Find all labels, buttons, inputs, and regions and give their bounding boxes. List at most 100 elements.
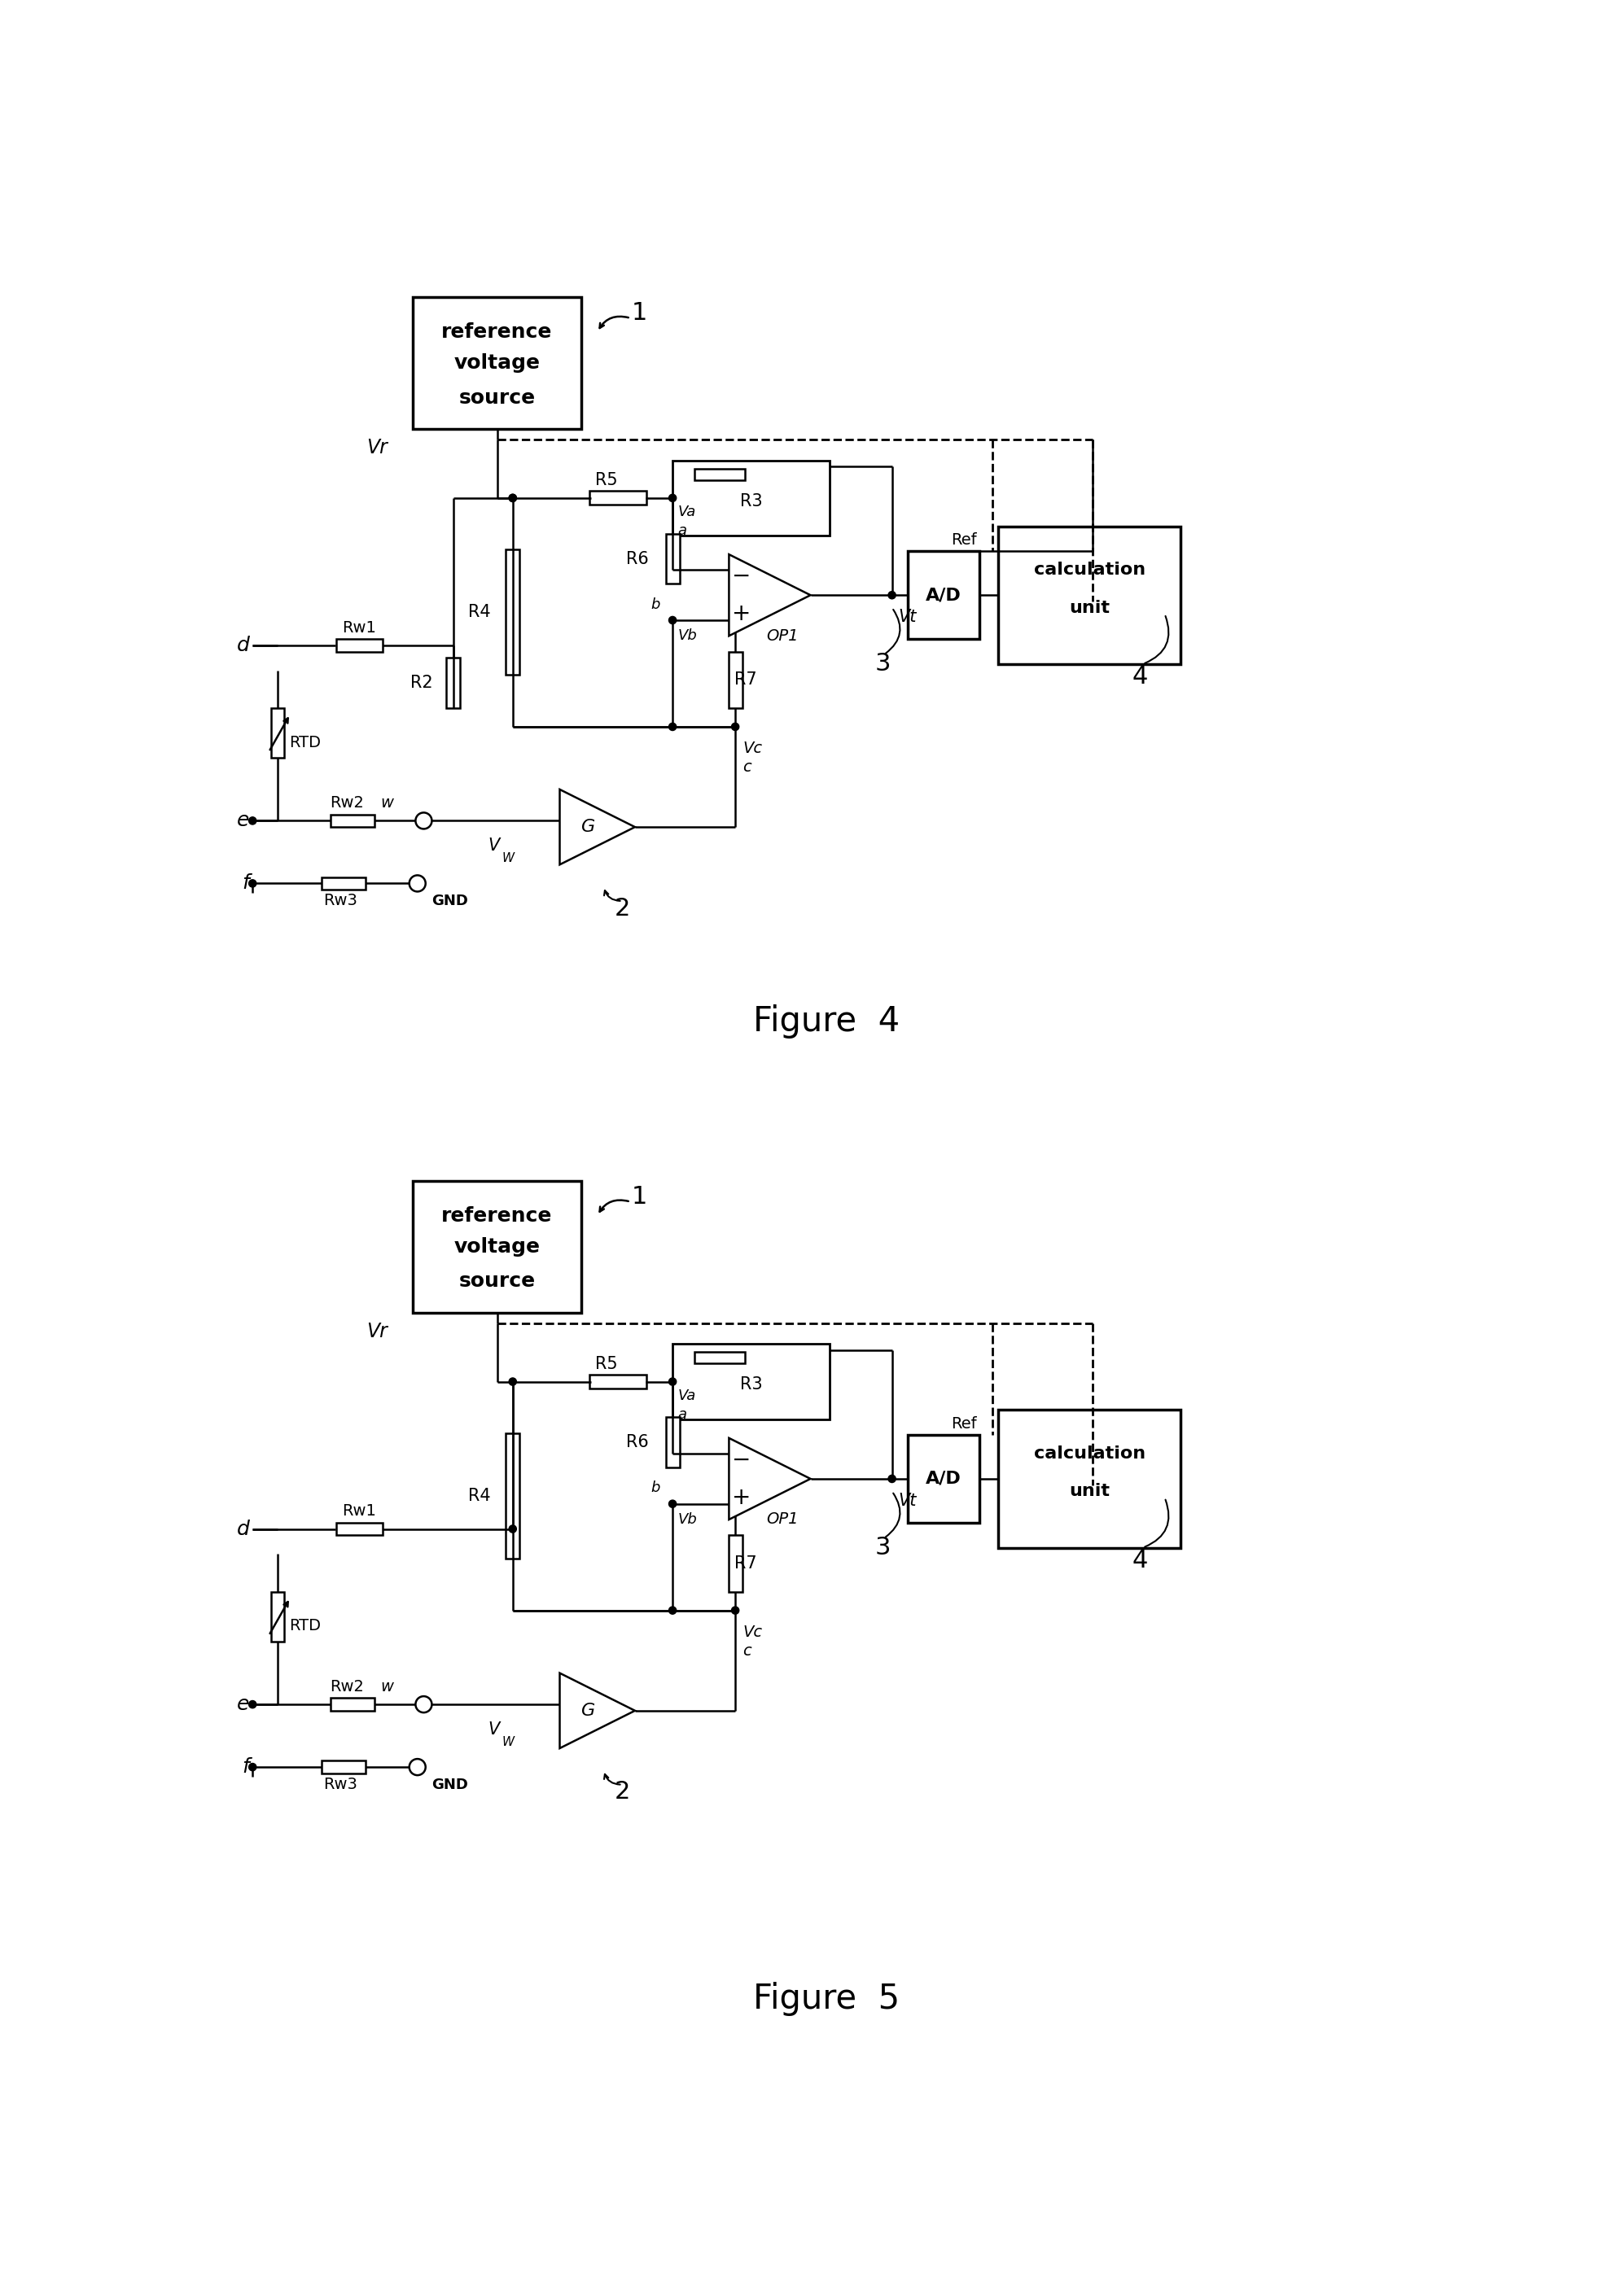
- Bar: [908, 1435, 980, 1522]
- Text: R6: R6: [625, 1435, 648, 1451]
- Text: f: f: [242, 1756, 250, 1777]
- Text: Vr: Vr: [366, 439, 387, 457]
- Text: c: c: [743, 760, 751, 776]
- Bar: [321, 877, 366, 889]
- Circle shape: [888, 1474, 896, 1483]
- Text: A/D: A/D: [925, 588, 961, 604]
- Text: c: c: [743, 1644, 751, 1658]
- Text: R4: R4: [467, 1488, 490, 1504]
- Text: 4: 4: [1132, 1548, 1148, 1573]
- Text: RTD: RTD: [289, 735, 321, 751]
- Text: voltage: voltage: [455, 1238, 540, 1256]
- Text: 3: 3: [875, 652, 890, 675]
- Text: R7: R7: [733, 1554, 756, 1570]
- Text: R3: R3: [740, 1378, 762, 1394]
- Text: Rw2: Rw2: [329, 794, 364, 810]
- Text: 2: 2: [614, 1779, 630, 1805]
- Text: Vb: Vb: [677, 1513, 696, 1527]
- Text: w: w: [380, 1678, 393, 1694]
- Polygon shape: [559, 790, 635, 866]
- Bar: [413, 298, 582, 429]
- Bar: [271, 1591, 284, 1642]
- Text: source: source: [459, 1272, 535, 1290]
- Circle shape: [669, 1607, 677, 1614]
- Text: 2: 2: [614, 898, 630, 921]
- Text: Vt: Vt: [898, 1492, 917, 1508]
- Text: unit: unit: [1069, 599, 1109, 615]
- Text: +: +: [732, 602, 751, 625]
- Text: +: +: [732, 1486, 751, 1508]
- Bar: [447, 659, 459, 707]
- Text: Vc: Vc: [743, 1626, 762, 1639]
- Text: Vb: Vb: [677, 629, 696, 643]
- Text: f: f: [242, 875, 250, 893]
- Bar: [729, 1536, 742, 1591]
- Circle shape: [248, 817, 256, 824]
- Circle shape: [509, 494, 516, 503]
- Text: Vc: Vc: [743, 742, 762, 755]
- Circle shape: [248, 879, 256, 886]
- Bar: [695, 468, 745, 480]
- Text: −: −: [732, 1449, 751, 1472]
- Text: Ref: Ref: [951, 1417, 977, 1430]
- Text: Va: Va: [677, 505, 696, 519]
- Bar: [666, 533, 680, 583]
- Text: d: d: [237, 1520, 250, 1538]
- Text: Rw3: Rw3: [324, 1777, 358, 1793]
- Text: GND: GND: [432, 893, 467, 909]
- Bar: [590, 491, 646, 505]
- Text: RTD: RTD: [289, 1619, 321, 1635]
- Text: V: V: [487, 838, 500, 854]
- Bar: [330, 815, 374, 827]
- Text: Rw3: Rw3: [324, 893, 358, 909]
- Text: V: V: [487, 1722, 500, 1738]
- Text: R3: R3: [740, 494, 762, 510]
- Text: OP1: OP1: [766, 1511, 798, 1527]
- Text: A/D: A/D: [925, 1472, 961, 1488]
- Circle shape: [669, 1378, 677, 1384]
- Bar: [321, 1761, 366, 1773]
- Text: 1: 1: [632, 1185, 648, 1208]
- Polygon shape: [729, 1437, 811, 1520]
- Text: Vt: Vt: [898, 608, 917, 625]
- Bar: [998, 1410, 1180, 1548]
- Bar: [271, 707, 284, 758]
- Text: R7: R7: [733, 673, 756, 689]
- Bar: [506, 1433, 519, 1559]
- Bar: [590, 1375, 646, 1389]
- Circle shape: [509, 1378, 516, 1384]
- Text: Figure  5: Figure 5: [753, 1981, 899, 2016]
- Bar: [695, 1352, 745, 1364]
- Text: R2: R2: [411, 675, 434, 691]
- Text: 3: 3: [875, 1536, 890, 1559]
- Text: 1: 1: [632, 301, 648, 326]
- Text: Va: Va: [677, 1389, 696, 1403]
- Bar: [729, 652, 742, 707]
- Text: a: a: [677, 1407, 687, 1421]
- Polygon shape: [559, 1674, 635, 1747]
- Text: G: G: [580, 820, 595, 836]
- Text: R5: R5: [595, 473, 617, 489]
- Text: e: e: [237, 810, 250, 831]
- Text: OP1: OP1: [766, 629, 798, 643]
- Text: GND: GND: [432, 1777, 467, 1791]
- Circle shape: [669, 615, 677, 625]
- Text: Rw1: Rw1: [342, 620, 376, 636]
- Circle shape: [669, 1499, 677, 1508]
- Bar: [672, 461, 829, 535]
- Text: d: d: [237, 636, 250, 654]
- Text: calculation: calculation: [1033, 563, 1145, 579]
- Circle shape: [248, 1763, 256, 1770]
- Text: Rw1: Rw1: [342, 1504, 376, 1520]
- Text: b: b: [651, 597, 659, 611]
- Text: −: −: [732, 565, 751, 588]
- Text: Figure  4: Figure 4: [753, 1003, 899, 1038]
- Circle shape: [509, 494, 516, 503]
- Text: Vr: Vr: [366, 1322, 387, 1341]
- Polygon shape: [729, 553, 811, 636]
- Text: Ref: Ref: [951, 533, 977, 549]
- Circle shape: [248, 1701, 256, 1708]
- Text: source: source: [459, 388, 535, 406]
- Text: 4: 4: [1132, 666, 1148, 689]
- Text: Rw2: Rw2: [329, 1678, 364, 1694]
